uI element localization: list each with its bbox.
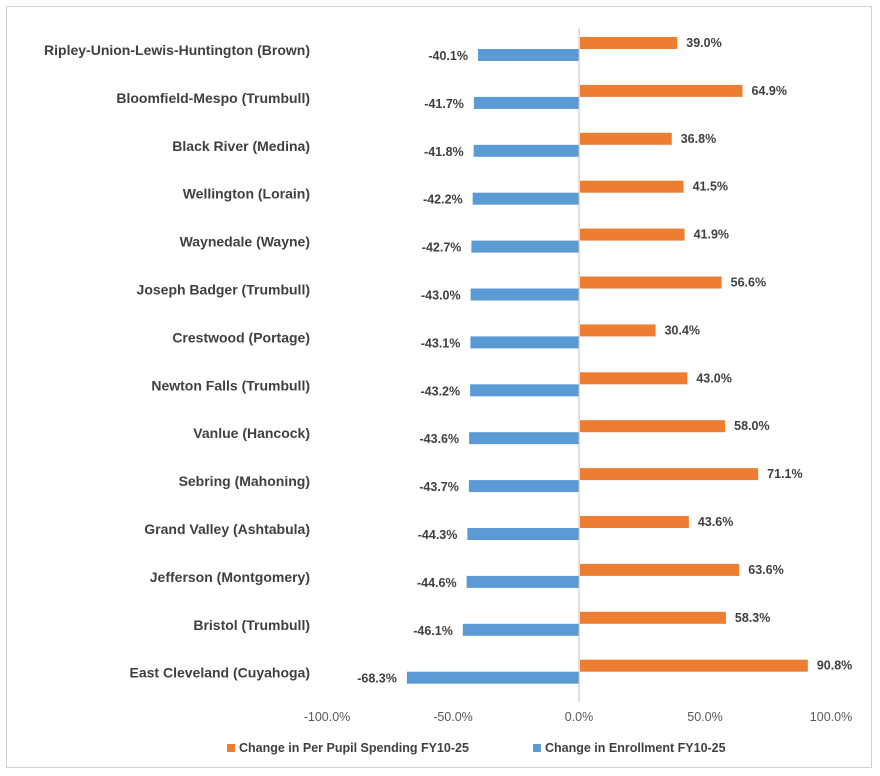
data-labels: 39.0% -40.1% 64.9% -41.7% 36.8% -41.8% 41.5% -4…: [357, 36, 852, 686]
enrollment-data-label: -46.1%: [413, 624, 453, 638]
enrollment-bar: [473, 144, 579, 157]
enrollment-data-label: -44.3%: [418, 528, 458, 542]
spending-bar: [580, 659, 808, 672]
spending-data-label: 71.1%: [767, 467, 802, 481]
category-labels: Ripley-Union-Lewis-Huntington (Brown) Blo…: [44, 42, 310, 681]
enrollment-data-label: -43.6%: [420, 432, 460, 446]
spending-data-label: 39.0%: [686, 36, 721, 50]
spending-bar: [580, 84, 743, 97]
category-label: Bloomfield-Mespo (Trumbull): [116, 90, 310, 106]
enrollment-data-label: -43.1%: [421, 336, 461, 350]
category-label: Joseph Badger (Trumbull): [137, 282, 310, 298]
enrollment-bar: [470, 384, 579, 397]
enrollment-bar: [462, 623, 579, 636]
enrollment-bar: [471, 240, 579, 253]
spending-bar: [580, 563, 740, 576]
x-tick-label: -100.0%: [304, 710, 351, 724]
enrollment-bar: [470, 288, 579, 301]
category-label: East Cleveland (Cuyahoga): [130, 665, 311, 681]
enrollment-data-label: -42.7%: [422, 241, 462, 255]
category-label: Wellington (Lorain): [183, 186, 310, 202]
enrollment-data-label: -68.3%: [357, 672, 397, 686]
bars: [406, 37, 808, 684]
spending-data-label: 63.6%: [748, 563, 783, 577]
enrollment-bar: [406, 671, 579, 684]
spending-bar: [580, 324, 656, 337]
x-tick-label: -50.0%: [433, 710, 473, 724]
enrollment-bar: [467, 528, 579, 540]
legend-swatch-spending: [227, 744, 235, 752]
chart-frame: [6, 6, 872, 768]
category-label: Black River (Medina): [172, 138, 310, 154]
enrollment-data-label: -43.7%: [419, 480, 459, 494]
x-tick-labels: -100.0% -50.0% 0.0% 50.0% 100.0%: [304, 710, 852, 724]
enrollment-data-label: -43.2%: [421, 384, 461, 398]
enrollment-bar: [466, 575, 579, 588]
spending-data-label: 43.6%: [698, 515, 733, 529]
legend-label-spending: Change in Per Pupil Spending FY10-25: [239, 741, 469, 755]
enrollment-data-label: -44.6%: [417, 576, 457, 590]
spending-data-label: 58.0%: [734, 419, 769, 433]
category-label: Waynedale (Wayne): [180, 234, 310, 250]
spending-bar: [580, 372, 688, 385]
enrollment-bar: [468, 480, 579, 493]
enrollment-bar: [470, 336, 579, 349]
spending-data-label: 56.6%: [731, 276, 766, 290]
legend-label-enrollment: Change in Enrollment FY10-25: [545, 741, 726, 755]
x-tick-label: 100.0%: [810, 710, 852, 724]
enrollment-bar: [473, 96, 579, 109]
enrollment-bar: [469, 432, 579, 445]
spending-data-label: 43.0%: [696, 371, 731, 385]
spending-data-label: 36.8%: [681, 132, 716, 146]
category-label: Vanlue (Hancock): [193, 425, 310, 441]
legend: Change in Per Pupil Spending FY10-25 Chan…: [227, 741, 726, 755]
spending-data-label: 64.9%: [752, 84, 787, 98]
spending-bar: [580, 132, 672, 145]
category-label: Crestwood (Portage): [172, 329, 310, 345]
spending-bar: [580, 468, 759, 481]
category-label: Sebring (Mahoning): [179, 473, 310, 489]
enrollment-data-label: -42.2%: [423, 193, 463, 207]
category-label: Grand Valley (Ashtabula): [144, 521, 310, 537]
category-label: Ripley-Union-Lewis-Huntington (Brown): [44, 42, 310, 58]
enrollment-data-label: -40.1%: [428, 49, 468, 63]
enrollment-data-label: -41.8%: [424, 145, 464, 159]
spending-bar: [580, 420, 726, 433]
enrollment-bar: [472, 192, 579, 205]
spending-data-label: 41.9%: [694, 228, 729, 242]
enrollment-data-label: -41.7%: [424, 97, 464, 111]
spending-bar: [580, 37, 678, 49]
enrollment-bar: [477, 49, 579, 61]
spending-bar: [580, 611, 726, 624]
spending-bar: [580, 276, 722, 289]
x-tick-label: 0.0%: [565, 710, 594, 724]
category-label: Newton Falls (Trumbull): [151, 377, 310, 393]
spending-bar: [580, 180, 684, 193]
spending-data-label: 41.5%: [693, 180, 728, 194]
spending-bar: [580, 516, 689, 528]
spending-data-label: 58.3%: [735, 611, 770, 625]
category-label: Jefferson (Montgomery): [150, 569, 310, 585]
category-label: Bristol (Trumbull): [193, 617, 310, 633]
legend-swatch-enrollment: [533, 744, 541, 752]
spending-bar: [580, 228, 685, 241]
enrollment-data-label: -43.0%: [421, 289, 461, 303]
x-tick-label: 50.0%: [687, 710, 722, 724]
spending-data-label: 30.4%: [665, 323, 700, 337]
spending-data-label: 90.8%: [817, 659, 852, 673]
